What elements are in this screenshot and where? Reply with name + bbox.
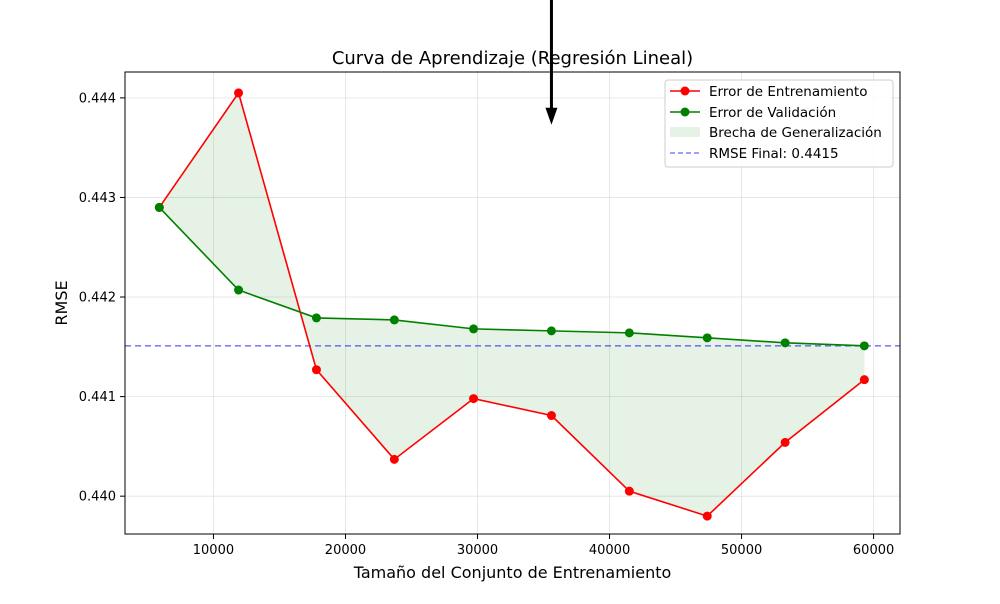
x-tick-label: 50000 xyxy=(721,543,762,558)
training-error-point xyxy=(780,437,790,447)
x-tick-label: 60000 xyxy=(853,543,894,558)
validation-error-point xyxy=(780,338,790,348)
training-error-point xyxy=(702,511,712,521)
x-axis-ticks: 10000 20000 30000 40000 50000 60000 xyxy=(193,534,894,558)
y-tick-label: 0.441 xyxy=(79,390,116,405)
y-tick-label: 0.440 xyxy=(79,490,116,505)
training-error-point xyxy=(546,411,556,421)
validation-error-point xyxy=(311,313,321,323)
legend: Error de Entrenamiento Error de Validaci… xyxy=(664,79,894,168)
validation-error-point xyxy=(469,324,479,334)
validation-error-point xyxy=(624,328,634,338)
training-error-point xyxy=(311,365,321,375)
x-axis-label: Tamaño del Conjunto de Entrenamiento xyxy=(353,563,672,582)
legend-entry-validation: Error de Validación xyxy=(670,105,836,121)
series-lines xyxy=(154,88,869,521)
validation-error-point xyxy=(859,341,869,351)
training-error-point xyxy=(624,486,634,496)
legend-label-gap: Brecha de Generalización xyxy=(709,125,882,141)
legend-entry-gap: Brecha de Generalización xyxy=(670,125,882,141)
x-tick-label: 10000 xyxy=(193,543,234,558)
training-error-point xyxy=(469,394,479,404)
generalization-gap-area xyxy=(159,92,865,517)
annotation-arrow-head xyxy=(545,107,558,125)
annotation-arrow xyxy=(545,0,558,125)
chart-title: Curva de Aprendizaje (Regresión Lineal) xyxy=(332,48,693,69)
legend-label-validation: Error de Validación xyxy=(709,105,836,121)
y-tick-label: 0.444 xyxy=(79,91,116,106)
legend-label-final-rmse: RMSE Final: 0.4415 xyxy=(709,146,839,162)
legend-label-training: Error de Entrenamiento xyxy=(709,84,867,100)
y-axis-ticks: 0.440 0.441 0.442 0.443 0.444 xyxy=(79,91,125,505)
validation-error-point xyxy=(389,315,399,325)
training-error-point xyxy=(234,88,244,98)
y-axis-label: RMSE xyxy=(52,280,71,325)
validation-error-point xyxy=(702,333,712,343)
legend-box xyxy=(664,79,894,168)
validation-error-line xyxy=(158,206,865,347)
x-tick-label: 30000 xyxy=(457,543,498,558)
plot-frame xyxy=(124,71,901,535)
y-tick-label: 0.442 xyxy=(79,291,116,306)
validation-error-point xyxy=(234,285,244,295)
training-error-point xyxy=(389,454,399,464)
validation-error-point xyxy=(546,326,556,336)
training-error-point xyxy=(859,375,869,385)
generalization-gap-fill xyxy=(159,92,865,517)
training-error-line xyxy=(158,91,865,517)
x-tick-label: 40000 xyxy=(589,543,630,558)
legend-entry-final-rmse: RMSE Final: 0.4415 xyxy=(670,146,839,162)
x-tick-label: 20000 xyxy=(325,543,366,558)
validation-error-point xyxy=(154,202,164,212)
y-tick-label: 0.443 xyxy=(79,191,116,206)
legend-entry-training: Error de Entrenamiento xyxy=(670,84,867,100)
